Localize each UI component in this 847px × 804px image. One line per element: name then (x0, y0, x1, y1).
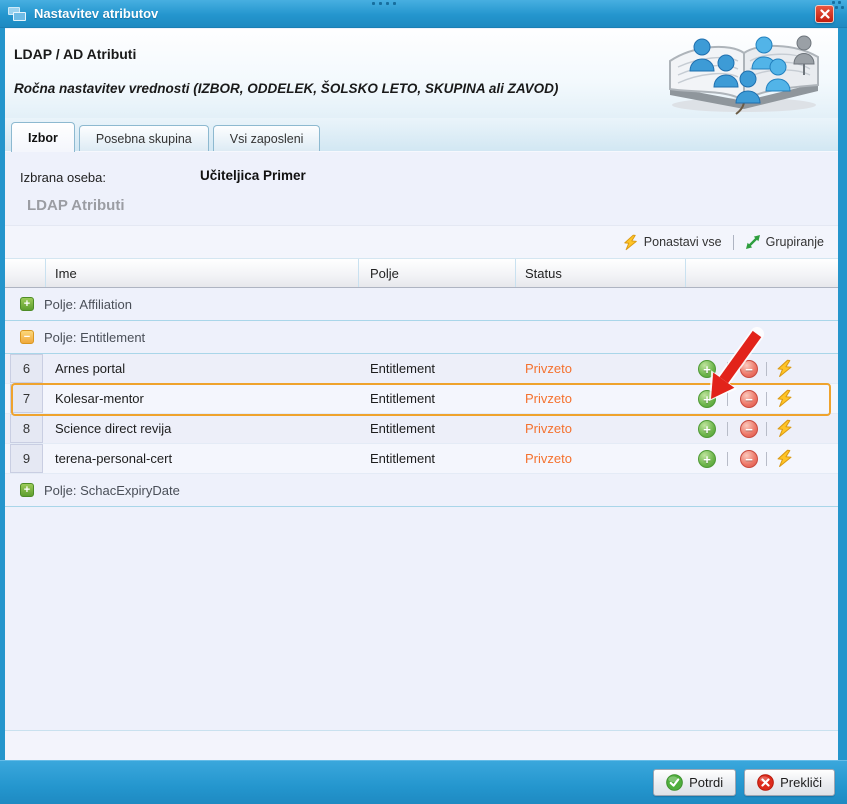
tab-bar: Izbor Posebna skupina Vsi zaposleni (5, 118, 838, 152)
window-border-left (0, 28, 5, 804)
row-polje: Entitlement (370, 361, 436, 376)
dialog-footer: Potrdi Prekliči (0, 760, 847, 804)
group-row-entitlement: − Polje: Entitlement (5, 321, 838, 354)
action-separator (766, 392, 767, 406)
expand-icon[interactable]: + (20, 483, 34, 497)
table-row[interactable]: 8 Science direct revija Entitlement Priv… (5, 414, 838, 444)
reset-all-button[interactable]: Ponastavi vse (618, 232, 726, 253)
apply-lightning-icon[interactable] (775, 449, 794, 468)
action-separator (727, 392, 728, 406)
group-label: Polje: SchacExpiryDate (44, 482, 180, 498)
cancel-button[interactable]: Prekliči (744, 769, 835, 796)
grouping-arrows-icon (745, 235, 760, 249)
tab-label: Izbor (28, 130, 58, 145)
table-body: + Polje: Affiliation − Polje: Entitlemen… (5, 288, 838, 507)
row-name: Science direct revija (55, 421, 172, 436)
action-separator (766, 422, 767, 436)
section-divider (5, 730, 838, 731)
cancel-x-icon (757, 774, 774, 791)
row-status: Privzeto (525, 421, 572, 436)
row-number: 6 (10, 354, 43, 383)
window-border-right (838, 28, 847, 804)
selected-person-value: Učiteljica Primer (200, 168, 306, 183)
remove-icon[interactable]: − (740, 450, 758, 468)
lightning-icon (624, 234, 637, 250)
group-row-schacexpirydate: + Polje: SchacExpiryDate (5, 474, 838, 507)
dialog-header: LDAP / AD Atributi Ročna nastavitev vred… (5, 29, 838, 118)
add-icon[interactable]: + (698, 450, 716, 468)
tab-posebna-skupina[interactable]: Posebna skupina (78, 125, 209, 151)
check-icon (666, 774, 683, 791)
dialog-header-title: LDAP / AD Atributi (14, 46, 137, 62)
remove-icon[interactable]: − (740, 390, 758, 408)
collapse-icon[interactable]: − (20, 330, 34, 344)
window-icon (8, 6, 28, 22)
table-row-highlighted[interactable]: 7 Kolesar-mentor Entitlement Privzeto + … (5, 384, 838, 414)
grid-toolbar: Ponastavi vse Grupiranje (5, 225, 838, 258)
toolbar-separator (732, 234, 734, 250)
apply-lightning-icon[interactable] (775, 389, 794, 408)
add-icon[interactable]: + (698, 360, 716, 378)
drag-handle-dots[interactable] (372, 1, 402, 5)
tab-izbor[interactable]: Izbor (11, 122, 75, 152)
reset-all-label: Ponastavi vse (643, 235, 722, 249)
row-polje: Entitlement (370, 391, 436, 406)
grouping-label: Grupiranje (765, 235, 824, 249)
remove-icon[interactable]: − (740, 360, 758, 378)
tab-label: Posebna skupina (95, 131, 192, 146)
row-number: 7 (10, 384, 43, 413)
group-label: Polje: Entitlement (44, 329, 146, 345)
row-name: terena-personal-cert (55, 451, 173, 466)
row-name: Kolesar-mentor (55, 391, 144, 406)
row-polje: Entitlement (370, 451, 436, 466)
ldap-book-icon (660, 31, 828, 115)
window-title: Nastavitev atributov (34, 6, 159, 21)
add-icon[interactable]: + (698, 390, 716, 408)
row-status: Privzeto (525, 361, 572, 376)
lower-strip (5, 731, 838, 760)
column-header-actions[interactable] (686, 259, 837, 287)
group-row-affiliation: + Polje: Affiliation (5, 288, 838, 321)
selected-person-section: Izbrana oseba: Učiteljica Primer LDAP At… (5, 153, 838, 225)
action-separator (727, 422, 728, 436)
dialog-header-subtitle: Ročna nastavitev vrednosti (IZBOR, ODDEL… (14, 81, 559, 96)
row-status: Privzeto (525, 451, 572, 466)
row-number: 8 (10, 414, 43, 443)
column-header-ime[interactable]: Ime (46, 259, 359, 287)
table-row[interactable]: 6 Arnes portal Entitlement Privzeto + − (5, 354, 838, 384)
action-separator (766, 452, 767, 466)
action-separator (727, 452, 728, 466)
selected-person-label: Izbrana oseba: (20, 170, 107, 185)
action-separator (766, 362, 767, 376)
tab-vsi-zaposleni[interactable]: Vsi zaposleni (212, 125, 321, 151)
cancel-label: Prekliči (780, 775, 822, 790)
row-number: 9 (10, 444, 43, 473)
corner-dots-decoration (832, 1, 844, 9)
column-header-number[interactable] (5, 259, 46, 287)
expand-icon[interactable]: + (20, 297, 34, 311)
group-label: Polje: Affiliation (44, 296, 132, 312)
titlebar[interactable]: Nastavitev atributov (0, 0, 847, 28)
table-header: Ime Polje Status (5, 258, 838, 288)
section-title: LDAP Atributi (27, 197, 125, 214)
add-icon[interactable]: + (698, 420, 716, 438)
table-row[interactable]: 9 terena-personal-cert Entitlement Privz… (5, 444, 838, 474)
row-status: Privzeto (525, 391, 572, 406)
tab-label: Vsi zaposleni (229, 131, 304, 146)
apply-lightning-icon[interactable] (775, 419, 794, 438)
apply-lightning-icon[interactable] (775, 359, 794, 378)
column-header-polje[interactable]: Polje (359, 259, 516, 287)
column-header-status[interactable]: Status (516, 259, 686, 287)
remove-icon[interactable]: − (740, 420, 758, 438)
confirm-label: Potrdi (689, 775, 724, 790)
row-name: Arnes portal (55, 361, 126, 376)
grouping-button[interactable]: Grupiranje (741, 232, 828, 252)
action-separator (727, 362, 728, 376)
confirm-button[interactable]: Potrdi (653, 769, 737, 796)
row-polje: Entitlement (370, 421, 436, 436)
close-icon[interactable] (815, 5, 834, 23)
